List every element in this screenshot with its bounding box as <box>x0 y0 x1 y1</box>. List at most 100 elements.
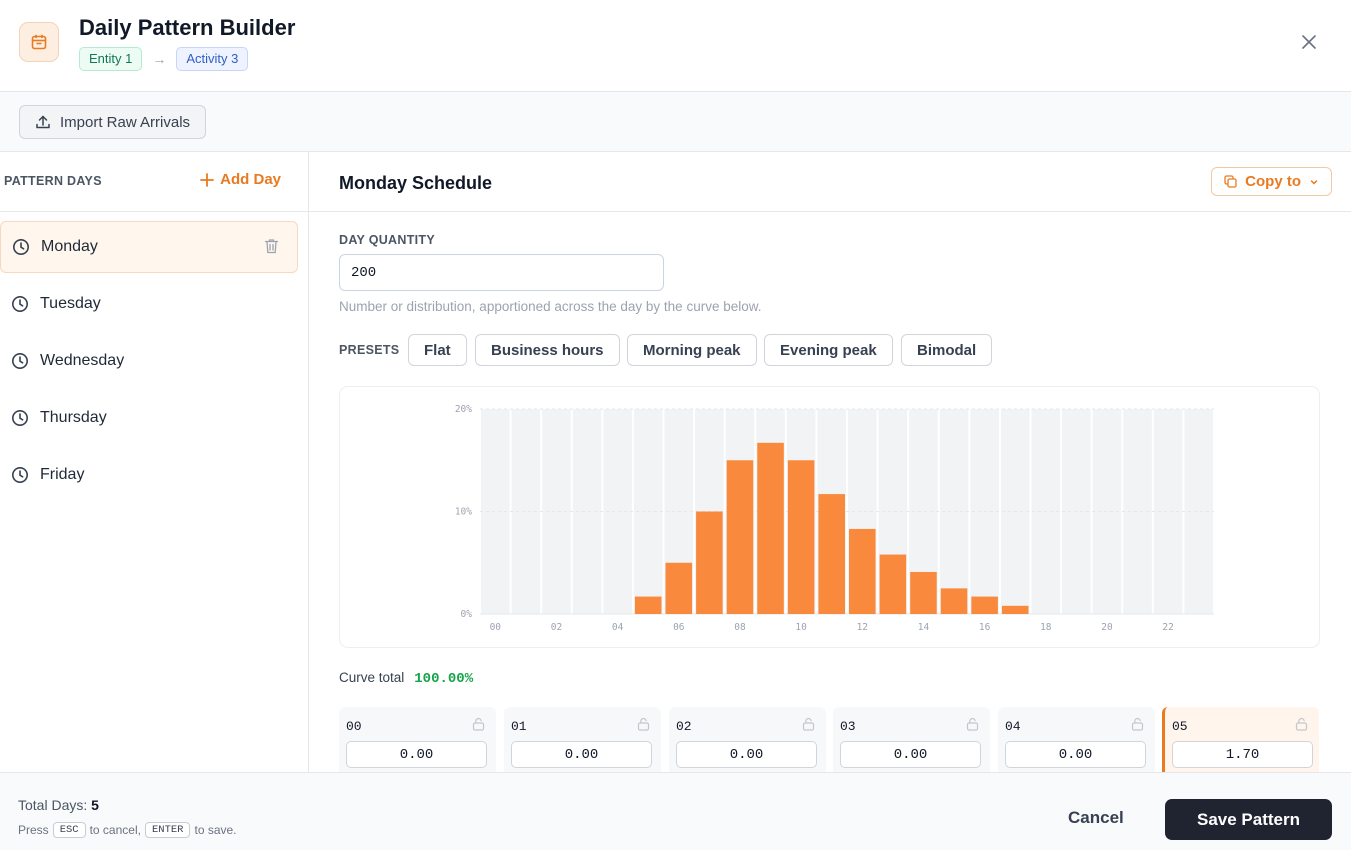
lock-icon[interactable] <box>802 717 815 736</box>
bar-hour-07 <box>696 511 723 614</box>
modal-title: Daily Pattern Builder <box>79 15 296 40</box>
bar-hour-17 <box>1001 605 1029 614</box>
day-item-thursday[interactable]: Thursday <box>0 392 298 444</box>
hour-label: 05 <box>1172 719 1188 734</box>
day-item-wednesday[interactable]: Wednesday <box>0 335 298 387</box>
bar-hour-16 <box>971 596 998 614</box>
plus-icon <box>200 172 215 187</box>
x-tick-label: 16 <box>979 622 991 633</box>
close-button[interactable] <box>1297 30 1321 54</box>
bar-hour-09 <box>757 442 784 614</box>
x-tick-label: 04 <box>612 622 624 633</box>
curve-chart-card: 0% 10% 20% 00 02 04 06 08 10 12 14 16 18 20 22 <box>339 386 1320 648</box>
esc-key: ESC <box>52 822 86 838</box>
activity-chip[interactable]: Activity 3 <box>176 47 249 71</box>
day-quantity-label: DAY QUANTITY <box>339 233 435 247</box>
delete-day-button[interactable] <box>264 238 279 259</box>
x-tick-label: 12 <box>857 622 868 633</box>
hour-label: 01 <box>511 719 527 734</box>
add-day-button[interactable]: Add Day <box>200 171 281 188</box>
entity-chip[interactable]: Entity 1 <box>79 47 143 71</box>
close-icon <box>1302 35 1316 49</box>
sidebar-title: PATTERN DAYS <box>4 174 102 188</box>
hint-to-save: to save. <box>194 823 237 837</box>
preset-flat-button[interactable]: Flat <box>408 334 467 366</box>
chevron-down-icon <box>1310 179 1318 185</box>
y-tick-label: 0% <box>461 609 473 620</box>
hour-card-03: 03 <box>833 707 990 772</box>
enter-key: ENTER <box>144 822 191 838</box>
clock-icon <box>12 296 28 312</box>
x-tick-label: 08 <box>734 622 746 633</box>
day-item-monday[interactable]: Monday <box>0 221 298 273</box>
add-day-label: Add Day <box>220 171 281 188</box>
x-tick-label: 06 <box>673 622 685 633</box>
copy-to-label: Copy to <box>1245 173 1301 190</box>
schedule-panel: Monday Schedule Copy to DAY QUANTITY Num… <box>309 152 1351 772</box>
hour-card-05: 05 <box>1162 707 1319 772</box>
clock-icon <box>12 353 28 369</box>
hour-value-input[interactable] <box>511 741 652 768</box>
presets-label: PRESETS <box>339 343 400 357</box>
clock-icon <box>12 410 28 426</box>
x-tick-label: 00 <box>490 622 502 633</box>
lock-icon[interactable] <box>1295 717 1308 736</box>
hour-value-input[interactable] <box>1005 741 1146 768</box>
hour-value-input[interactable] <box>1172 741 1313 768</box>
schedule-title: Monday Schedule <box>339 173 493 193</box>
hour-value-input[interactable] <box>676 741 817 768</box>
calendar-icon <box>19 22 59 62</box>
day-label: Friday <box>40 466 85 483</box>
preset-evening-peak-button[interactable]: Evening peak <box>764 334 893 366</box>
keyboard-hint: Press ESC to cancel, ENTER to save. <box>18 822 237 838</box>
preset-bimodal-button[interactable]: Bimodal <box>901 334 993 366</box>
day-quantity-input[interactable] <box>339 254 664 291</box>
curve-total: Curve total 100.00% <box>339 670 473 687</box>
modal-header: Daily Pattern Builder Entity 1 → Activit… <box>0 0 1351 92</box>
bar-hour-06 <box>665 562 693 614</box>
preset-business-hours-button[interactable]: Business hours <box>475 334 620 366</box>
lock-icon[interactable] <box>637 717 650 736</box>
copy-to-button[interactable]: Copy to <box>1211 167 1332 196</box>
total-days-value: 5 <box>91 797 99 813</box>
x-tick-label: 10 <box>795 622 807 633</box>
y-tick-label: 20% <box>455 404 472 415</box>
hour-value-input[interactable] <box>840 741 981 768</box>
x-tick-label: 20 <box>1101 622 1113 633</box>
hourly-distribution-chart[interactable]: 0% 10% 20% 00 02 04 06 08 10 12 14 16 18 20 22 <box>340 387 1321 649</box>
hour-value-input[interactable] <box>346 741 487 768</box>
day-label: Monday <box>41 238 98 255</box>
schedule-header: Monday Schedule Copy to <box>309 152 1351 212</box>
lock-icon[interactable] <box>1131 717 1144 736</box>
day-item-tuesday[interactable]: Tuesday <box>0 278 298 330</box>
hour-label: 02 <box>676 719 692 734</box>
hour-card-02: 02 <box>669 707 826 772</box>
clock-icon <box>12 467 28 483</box>
x-tick-label: 18 <box>1040 622 1052 633</box>
toolbar: Import Raw Arrivals <box>0 92 1351 152</box>
import-label: Import Raw Arrivals <box>60 113 191 131</box>
save-pattern-button[interactable]: Save Pattern <box>1165 799 1332 840</box>
bar-hour-10 <box>787 460 815 614</box>
breadcrumb: Entity 1 → Activity 3 <box>79 47 249 71</box>
modal-footer: Total Days: 5 Press ESC to cancel, ENTER… <box>0 772 1351 850</box>
bar-hour-13 <box>879 554 907 614</box>
x-tick-label: 22 <box>1162 622 1173 633</box>
lock-icon[interactable] <box>966 717 979 736</box>
bar-hour-11 <box>818 494 845 614</box>
bar-hour-15 <box>940 588 968 614</box>
preset-morning-peak-button[interactable]: Morning peak <box>627 334 757 366</box>
day-label: Wednesday <box>40 352 125 369</box>
hour-label: 04 <box>1005 719 1021 734</box>
cancel-button[interactable]: Cancel <box>1068 808 1124 827</box>
day-label: Tuesday <box>40 295 101 312</box>
lock-icon[interactable] <box>472 717 485 736</box>
hour-card-04: 04 <box>998 707 1155 772</box>
day-item-friday[interactable]: Friday <box>0 449 298 501</box>
hour-label: 03 <box>840 719 856 734</box>
y-tick-label: 10% <box>455 507 472 518</box>
total-days: Total Days: 5 <box>18 797 99 813</box>
import-raw-arrivals-button[interactable]: Import Raw Arrivals <box>19 105 207 139</box>
sidebar-header: PATTERN DAYS Add Day <box>0 152 308 212</box>
